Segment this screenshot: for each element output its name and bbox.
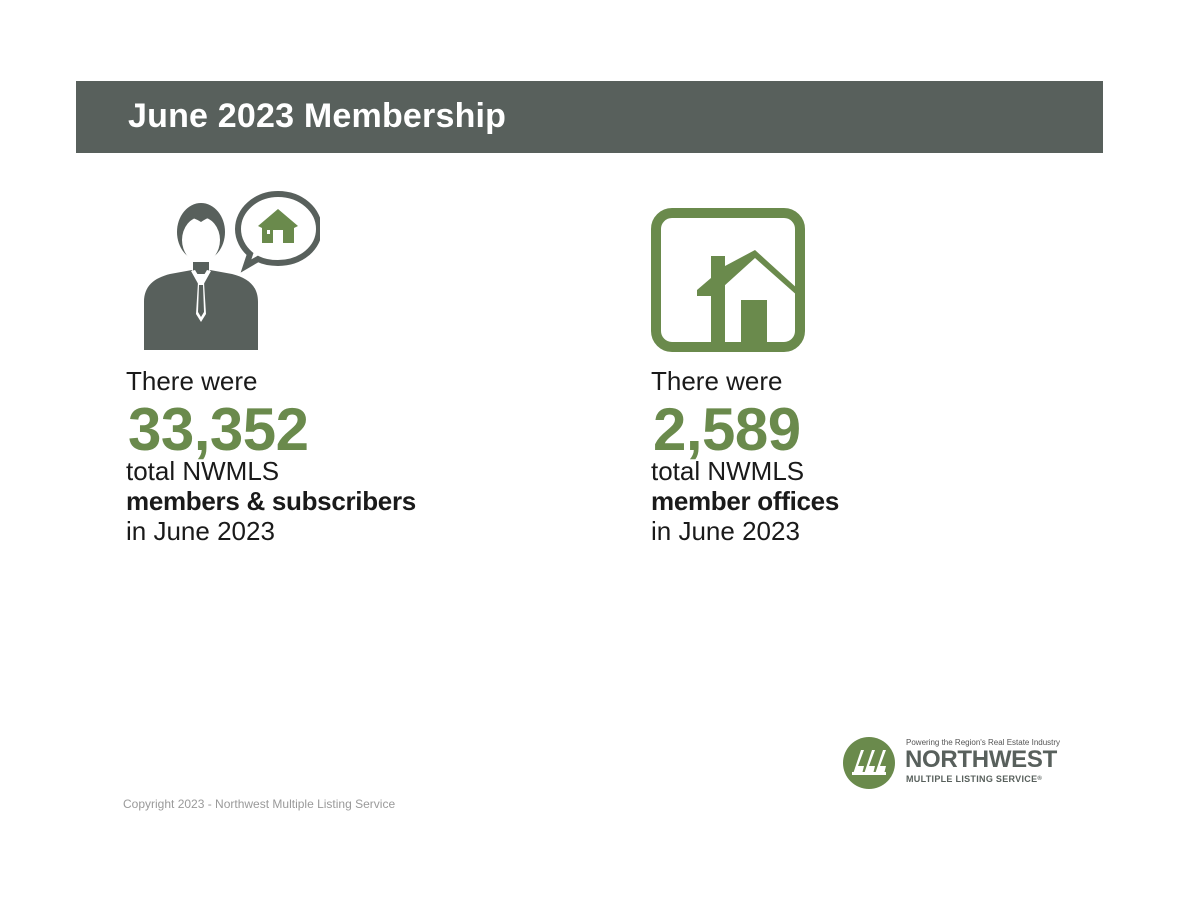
nwmls-logo-mark-icon (843, 737, 895, 789)
logo-name: NORTHWEST (905, 746, 1057, 773)
page-title: June 2023 Membership (128, 97, 507, 135)
copyright-text: Copyright 2023 - Northwest Multiple List… (123, 797, 396, 811)
stat-line-1: total NWMLS (126, 456, 280, 486)
stat-lead: There were (126, 366, 258, 396)
logo-subname: MULTIPLE LISTING SERVICE® (906, 774, 1042, 784)
offices-stat-text: There were 2,589 total NWMLS member offi… (651, 366, 839, 546)
stat-line-2: member offices (651, 486, 839, 516)
members-stat-text: There were 33,352 total NWMLS members & … (126, 366, 416, 546)
header-band: June 2023 Membership (76, 81, 1103, 153)
offices-count: 2,589 (653, 396, 801, 463)
stat-lead: There were (651, 366, 783, 396)
person-with-house-speech-bubble-icon (144, 190, 320, 350)
logo-tagline: Powering the Region's Real Estate Indust… (906, 738, 1061, 747)
stat-line-3: in June 2023 (126, 516, 275, 546)
stat-line-3: in June 2023 (651, 516, 800, 546)
members-count: 33,352 (128, 396, 309, 463)
logo-subname-text: MULTIPLE LISTING SERVICE (906, 774, 1038, 784)
stat-line-2: members & subscribers (126, 486, 416, 516)
house-in-square-icon (651, 208, 805, 352)
stat-line-1: total NWMLS (651, 456, 805, 486)
nwmls-logo: Powering the Region's Real Estate Indust… (842, 736, 1072, 789)
registered-mark: ® (1037, 776, 1043, 782)
